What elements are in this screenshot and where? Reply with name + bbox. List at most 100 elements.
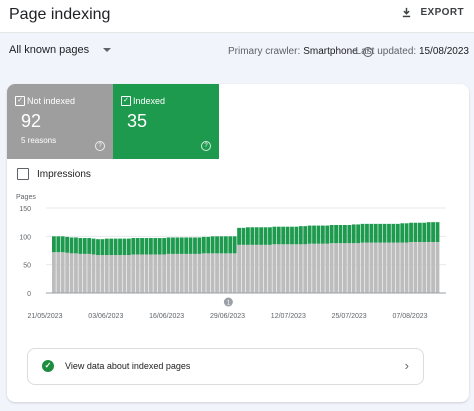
- crawler-label: Primary crawler:: [228, 46, 301, 57]
- bar-indexed: [263, 227, 268, 245]
- bar-indexed: [104, 238, 109, 256]
- indexed-label: Indexed: [133, 96, 166, 106]
- bar-not-indexed: [109, 255, 114, 293]
- checkbox-checked-icon[interactable]: ✓: [121, 96, 131, 106]
- bar-not-indexed: [303, 244, 308, 293]
- last-updated: Last updated: 15/08/2023: [356, 46, 469, 57]
- x-tick-label: 25/07/2023: [332, 313, 367, 320]
- bar-indexed: [254, 227, 259, 245]
- bar-indexed: [417, 222, 422, 242]
- pages-dropdown-label: All known pages: [9, 44, 90, 56]
- bar-not-indexed: [65, 252, 70, 293]
- bar-indexed: [237, 227, 241, 245]
- bar-not-indexed: [373, 242, 378, 293]
- bar-not-indexed: [100, 255, 105, 293]
- y-axis-title: Pages: [16, 194, 36, 201]
- bar-not-indexed: [351, 243, 356, 293]
- bar-indexed: [78, 238, 83, 254]
- bar-indexed: [100, 239, 105, 256]
- export-button[interactable]: EXPORT: [401, 7, 464, 18]
- help-icon[interactable]: ?: [95, 141, 105, 151]
- bar-not-indexed: [171, 253, 175, 293]
- y-tick-label: 0: [27, 291, 31, 298]
- bar-indexed: [329, 225, 334, 244]
- bar-indexed: [391, 223, 396, 243]
- pages-dropdown[interactable]: All known pages: [9, 44, 112, 56]
- bar-not-indexed: [334, 243, 338, 293]
- bar-indexed: [149, 238, 153, 255]
- bar-indexed: [276, 226, 281, 245]
- view-indexed-data-button[interactable]: ✓ View data about indexed pages ›: [27, 348, 424, 385]
- chevron-right-icon: ›: [404, 358, 409, 373]
- bar-indexed: [157, 238, 162, 255]
- bar-indexed: [87, 238, 92, 254]
- bar-indexed: [197, 237, 202, 254]
- bar-not-indexed: [404, 242, 409, 293]
- updated-label: Last updated:: [355, 46, 417, 57]
- bar-indexed: [338, 225, 343, 244]
- bar-indexed: [162, 238, 167, 255]
- bar-not-indexed: [52, 252, 56, 293]
- bar-indexed: [193, 237, 197, 254]
- help-icon[interactable]: ?: [201, 141, 211, 151]
- bar-not-indexed: [175, 253, 180, 293]
- bar-indexed: [369, 223, 374, 243]
- checkbox-checked-icon[interactable]: ✓: [15, 96, 25, 106]
- bar-indexed: [175, 237, 180, 254]
- checkbox-unchecked-icon[interactable]: [17, 168, 29, 180]
- x-tick-label: 03/06/2023: [88, 313, 123, 320]
- bar-not-indexed: [294, 244, 299, 293]
- bar-indexed: [413, 222, 418, 242]
- not-indexed-label: Not indexed: [27, 96, 76, 106]
- bar-indexed: [400, 223, 405, 243]
- bar-indexed: [201, 236, 206, 254]
- bar-not-indexed: [135, 254, 140, 293]
- bar-indexed: [365, 223, 369, 243]
- bar-not-indexed: [246, 244, 250, 293]
- bar-indexed: [65, 236, 70, 253]
- bar-not-indexed: [325, 243, 330, 293]
- annotation-marker: [223, 297, 233, 307]
- indexing-card: ✓ Not indexed 92 5 reasons ? ✓ Indexed 3…: [7, 84, 469, 402]
- bar-not-indexed: [395, 242, 400, 293]
- bar-not-indexed: [268, 244, 272, 293]
- bar-indexed: [166, 237, 171, 254]
- bar-not-indexed: [131, 254, 136, 293]
- bar-not-indexed: [413, 242, 418, 293]
- bar-not-indexed: [96, 255, 100, 293]
- bar-not-indexed: [60, 252, 65, 293]
- bar-indexed: [188, 237, 193, 254]
- page-title: Page indexing: [9, 6, 111, 23]
- not-indexed-reasons: 5 reasons: [21, 136, 57, 145]
- bar-indexed: [422, 222, 427, 242]
- bar-indexed: [113, 238, 118, 256]
- impressions-toggle[interactable]: Impressions: [17, 168, 91, 180]
- bar-indexed: [144, 238, 149, 255]
- bar-not-indexed: [78, 253, 83, 293]
- y-tick-label: 150: [19, 206, 31, 213]
- indexed-tile[interactable]: ✓ Indexed 35 ?: [113, 84, 219, 159]
- bar-indexed: [378, 223, 383, 243]
- not-indexed-tile[interactable]: ✓ Not indexed 92 5 reasons ?: [7, 84, 113, 159]
- bar-not-indexed: [369, 242, 374, 293]
- download-icon: [403, 7, 411, 18]
- bar-indexed: [153, 238, 158, 255]
- help-icon[interactable]: ?: [362, 46, 373, 57]
- x-tick-label: 07/08/2023: [392, 313, 427, 320]
- bar-indexed: [91, 238, 96, 255]
- bar-not-indexed: [285, 244, 290, 293]
- bar-not-indexed: [272, 244, 277, 293]
- bar-not-indexed: [140, 254, 144, 293]
- bar-indexed: [109, 238, 114, 256]
- bar-not-indexed: [126, 255, 131, 293]
- bar-indexed: [69, 237, 74, 254]
- bar-indexed: [96, 239, 100, 256]
- bar-indexed: [281, 226, 286, 245]
- check-circle-icon: ✓: [42, 360, 54, 372]
- bar-not-indexed: [166, 253, 171, 293]
- bar-not-indexed: [201, 253, 206, 293]
- bar-indexed: [356, 224, 361, 244]
- bar-indexed: [334, 225, 338, 244]
- bar-indexed: [268, 227, 272, 245]
- bar-not-indexed: [104, 255, 109, 293]
